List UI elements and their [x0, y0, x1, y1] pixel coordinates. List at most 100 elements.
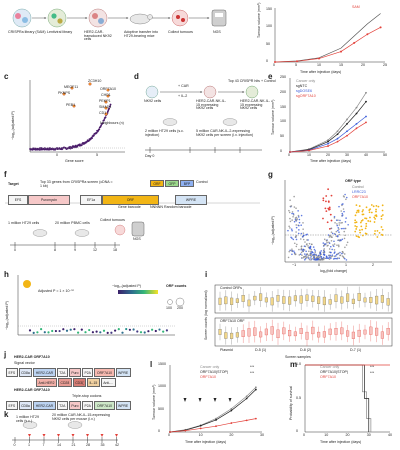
box [270, 297, 274, 306]
box [288, 330, 292, 337]
data-point [109, 105, 111, 108]
data-point [381, 234, 384, 237]
data-point [308, 242, 311, 245]
data-point [297, 232, 300, 235]
data-point [245, 419, 248, 422]
panel-m-legend-0: Cancer only [320, 365, 340, 369]
box [282, 296, 286, 304]
data-point [298, 248, 300, 251]
data-point [330, 240, 333, 242]
panel-a-label-1: Lentiviral library [47, 30, 73, 34]
data-point [354, 230, 357, 233]
data-point [302, 238, 305, 241]
box [363, 329, 367, 335]
box [235, 332, 239, 338]
data-point [318, 57, 320, 60]
data-point [344, 193, 346, 196]
data-point [329, 251, 332, 254]
data-point [307, 256, 309, 258]
data-point [294, 219, 297, 222]
data-point [345, 196, 348, 199]
panel-h-size-1: 200 [177, 306, 183, 310]
data-point [337, 252, 340, 255]
data-point [355, 235, 358, 237]
y-tick: 0 [296, 429, 298, 433]
box [375, 327, 379, 336]
data-point [289, 199, 291, 201]
data-point [367, 220, 370, 222]
data-point [321, 258, 324, 261]
data-point [310, 248, 313, 251]
data-point [366, 33, 369, 36]
data-point [380, 215, 383, 218]
gene-label: ORF7A10 [100, 87, 116, 91]
panel-d-step-2: HER2-CAR-NK-IL-15 expressing NK92 cells [240, 99, 270, 111]
panel-f-label: f [4, 170, 7, 179]
data-point [359, 221, 362, 224]
data-point [328, 236, 331, 238]
data-point [151, 328, 154, 331]
data-point [303, 245, 306, 247]
data-point [337, 229, 339, 232]
data-point [102, 122, 104, 125]
x-tick: 30 [260, 433, 264, 437]
data-point [337, 239, 340, 241]
panel-i-label: i [205, 270, 208, 279]
data-point [336, 223, 338, 225]
panel-l-legend-0: Cancer only [200, 365, 220, 369]
hit-point [104, 112, 108, 116]
box [241, 295, 245, 302]
data-point [342, 256, 345, 258]
injection-arrow [28, 434, 31, 437]
data-point [346, 122, 348, 125]
panel-c-xtick-0: 0 [56, 153, 58, 157]
data-point [322, 199, 325, 202]
data-point [361, 234, 364, 237]
data-point [308, 258, 311, 261]
data-point [341, 212, 344, 215]
data-point [199, 424, 202, 427]
data-point [230, 422, 233, 424]
data-point [104, 116, 107, 119]
data-point [320, 256, 323, 258]
data-point [335, 230, 338, 233]
data-point [365, 206, 368, 209]
panel-m-xlabel: Time after injection (days) [320, 440, 362, 444]
x-tick: 10 [307, 153, 311, 157]
data-point [355, 204, 358, 206]
panel-i-ylabel: Screen counts (log normalized) [204, 290, 208, 340]
data-point [291, 212, 293, 215]
data-point [333, 215, 336, 218]
panel-e-axes [289, 78, 385, 153]
data-point [357, 235, 360, 238]
data-point [102, 329, 106, 332]
data-point [288, 211, 291, 214]
data-point [310, 254, 312, 256]
box [317, 331, 321, 338]
data-point [292, 212, 295, 215]
data-point [345, 198, 347, 201]
box [386, 328, 390, 335]
construct-segment: T2A [56, 368, 68, 377]
data-point [347, 223, 349, 226]
y-tick: 0 [158, 429, 160, 433]
panel-e-ylabel: Tumour volume (mm³) [271, 99, 275, 135]
data-point [327, 140, 329, 143]
data-point [301, 254, 303, 257]
panel-a-label-3: Adoptive transfer into HT29-bearing mice [124, 30, 158, 38]
data-point [310, 243, 313, 246]
data-point [332, 245, 335, 247]
data-point [88, 328, 91, 332]
data-point [329, 213, 332, 216]
data-point [298, 218, 301, 221]
data-point [333, 249, 336, 251]
panel-m-star-1: *** [370, 371, 375, 375]
box [328, 328, 332, 335]
data-point [328, 227, 331, 230]
box [282, 327, 286, 335]
injection-arrow [183, 398, 187, 402]
panel-j-label: j [4, 350, 7, 359]
panel-h-size-0: 100 [166, 306, 172, 310]
x-tick: 40 [388, 433, 392, 437]
box [305, 331, 309, 340]
